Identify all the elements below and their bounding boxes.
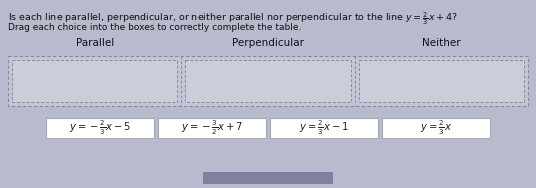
Text: $y = \frac{2}{3}x - 1$: $y = \frac{2}{3}x - 1$	[299, 119, 349, 137]
Text: Drag each choice into the boxes to correctly complete the table.: Drag each choice into the boxes to corre…	[8, 23, 301, 32]
Bar	[46, 118, 154, 138]
Text: $y = \frac{2}{3}x$: $y = \frac{2}{3}x$	[420, 119, 452, 137]
Bar	[203, 172, 333, 184]
Text: Perpendicular: Perpendicular	[232, 38, 304, 48]
Bar	[270, 118, 378, 138]
Bar	[382, 118, 490, 138]
Bar	[359, 60, 524, 102]
Bar	[8, 56, 528, 106]
Text: Parallel: Parallel	[76, 38, 114, 48]
Text: $y = -\frac{2}{3}x - 5$: $y = -\frac{2}{3}x - 5$	[69, 119, 131, 137]
Bar	[12, 60, 177, 102]
Bar	[158, 118, 266, 138]
Bar	[185, 60, 351, 102]
Text: Neither: Neither	[422, 38, 460, 48]
Text: Is each line parallel, perpendicular, or neither parallel nor perpendicular to t: Is each line parallel, perpendicular, or…	[8, 10, 458, 27]
Text: $y = -\frac{3}{2}x + 7$: $y = -\frac{3}{2}x + 7$	[181, 119, 243, 137]
